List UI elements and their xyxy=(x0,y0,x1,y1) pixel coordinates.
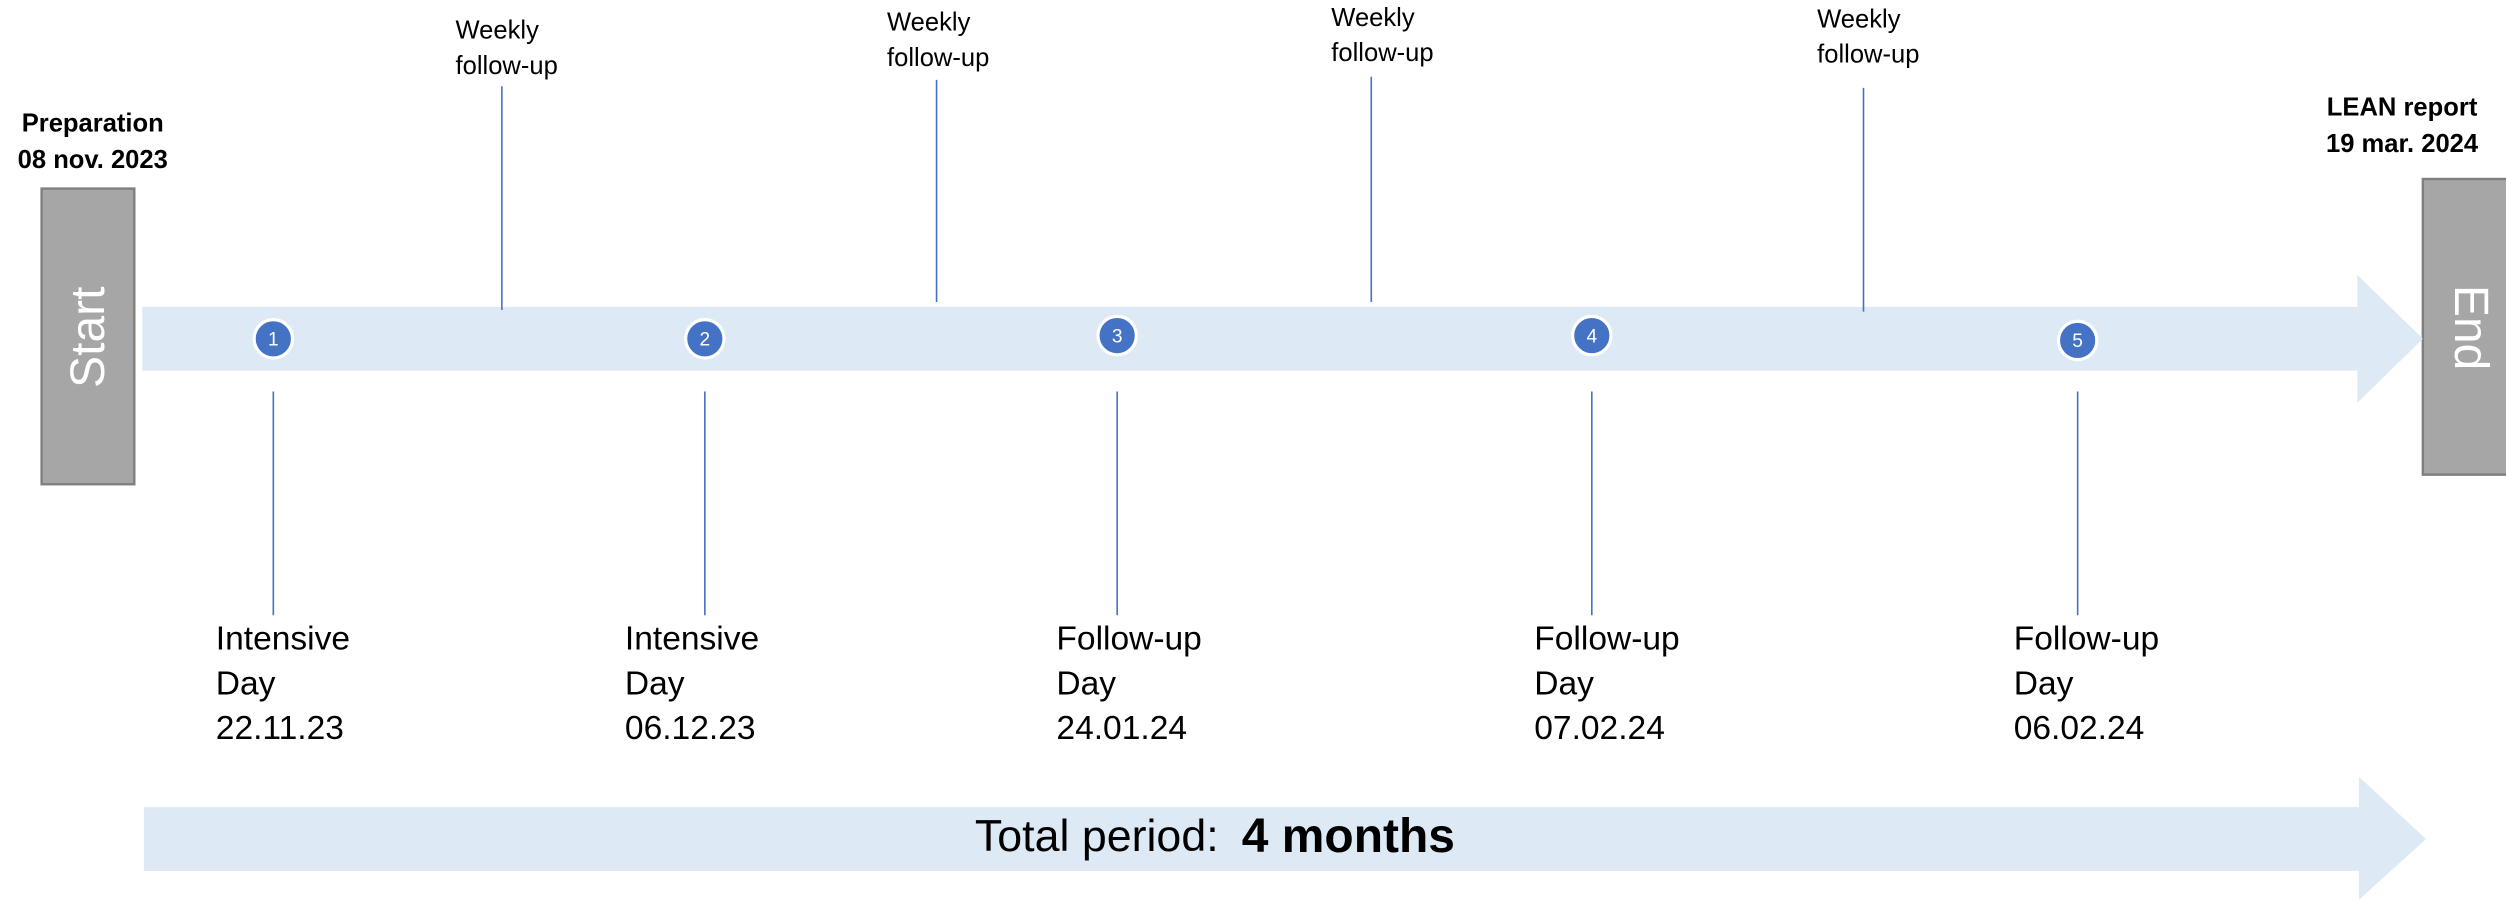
milestone-label: Day xyxy=(625,665,685,702)
milestone-label: Day xyxy=(1534,665,1594,702)
milestone-number: 2 xyxy=(700,329,711,350)
weekly-label: follow-up xyxy=(1817,41,1919,69)
milestone-label: Intensive xyxy=(625,621,759,658)
end-box xyxy=(2421,177,2506,476)
total-label: Total period: xyxy=(975,811,1219,861)
milestone-marker xyxy=(1096,314,1138,357)
milestone-label: Follow-up xyxy=(1534,621,1679,658)
start-date: 08 nov. 2023 xyxy=(18,146,168,174)
total-period: Total period: 4 months xyxy=(975,810,1455,863)
milestone-number: 4 xyxy=(1586,326,1597,347)
start-box xyxy=(40,187,136,486)
start-title: Preparation xyxy=(22,109,164,137)
main-arrow xyxy=(142,274,2423,403)
weekly-label: Weekly xyxy=(456,17,540,45)
weekly-label: Weekly xyxy=(1817,6,1901,34)
milestone-label: 06.12.23 xyxy=(625,710,756,747)
weekly-label: follow-up xyxy=(1331,39,1433,67)
milestone-number: 1 xyxy=(268,329,279,350)
milestone-label: Follow-up xyxy=(1056,621,1201,658)
milestone-label: 06.02.24 xyxy=(2014,710,2145,747)
milestone-label: Day xyxy=(216,665,276,702)
end-date: 19 mar. 2024 xyxy=(2326,130,2479,158)
weekly-label: follow-up xyxy=(456,52,558,80)
milestone-label: Follow-up xyxy=(2014,621,2159,658)
milestone-number: 3 xyxy=(1112,326,1123,347)
milestone-marker xyxy=(252,318,295,360)
milestone-marker xyxy=(684,318,726,360)
milestone-label: Day xyxy=(2014,665,2074,702)
start-label: Start xyxy=(62,287,115,388)
period-arrow xyxy=(143,776,2427,900)
milestone-label: Intensive xyxy=(216,621,350,658)
total-value: 4 months xyxy=(1242,810,1455,863)
milestone-label: 24.01.24 xyxy=(1056,710,1187,747)
weekly-label: Weekly xyxy=(1331,4,1415,32)
end-label: End xyxy=(2444,285,2497,370)
weekly-label: Weekly xyxy=(887,9,971,37)
milestone-label: Day xyxy=(1056,665,1116,702)
milestone-marker xyxy=(2056,319,2099,362)
milestone-label: 22.11.23 xyxy=(216,710,344,747)
milestone-number: 5 xyxy=(2072,331,2083,352)
milestone-label: 07.02.24 xyxy=(1534,710,1665,747)
milestone-marker xyxy=(1571,314,1613,357)
weekly-label: follow-up xyxy=(887,44,989,72)
end-title: LEAN report xyxy=(2327,93,2478,121)
